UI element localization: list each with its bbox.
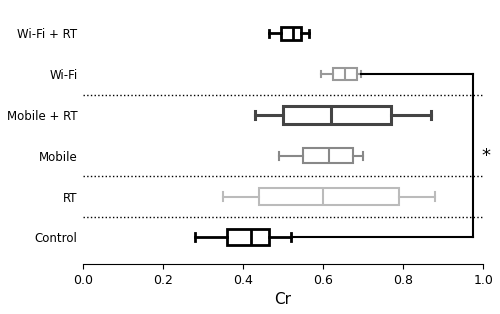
PathPatch shape [303, 148, 353, 164]
Text: *: * [481, 147, 490, 165]
PathPatch shape [227, 229, 269, 246]
PathPatch shape [259, 188, 399, 205]
PathPatch shape [283, 106, 391, 123]
PathPatch shape [281, 27, 301, 40]
PathPatch shape [333, 68, 357, 80]
X-axis label: Cr: Cr [274, 292, 291, 307]
